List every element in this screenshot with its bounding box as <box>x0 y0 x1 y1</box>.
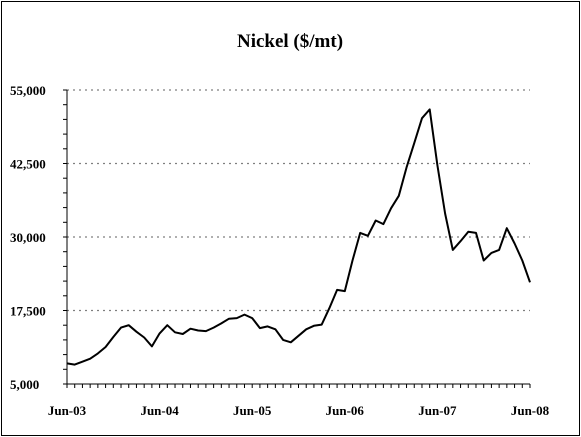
x-tick-label: Jun-08 <box>511 403 550 418</box>
x-tick-label: Jun-07 <box>418 403 457 418</box>
y-tick-label: 55,000 <box>10 83 46 98</box>
x-tick-label: Jun-05 <box>233 403 272 418</box>
y-tick-label: 17,500 <box>10 304 46 319</box>
y-tick-label: 5,000 <box>10 377 39 392</box>
axes <box>63 89 531 388</box>
grid-lines <box>67 89 530 312</box>
x-tick-label: Jun-03 <box>48 403 87 418</box>
y-tick-label: 30,000 <box>10 230 46 245</box>
x-tick-label: Jun-04 <box>140 403 179 418</box>
x-tick-labels: Jun-03 Jun-04 Jun-05 Jun-06 Jun-07 Jun-08 <box>48 403 550 418</box>
x-tick-label: Jun-06 <box>326 403 365 418</box>
series-line <box>66 108 531 366</box>
y-tick-label: 42,500 <box>10 157 46 172</box>
y-tick-labels: 5,000 17,500 30,000 42,500 55,000 <box>10 83 46 392</box>
series-group <box>66 108 531 366</box>
chart-title: Nickel ($/mt) <box>237 31 343 52</box>
